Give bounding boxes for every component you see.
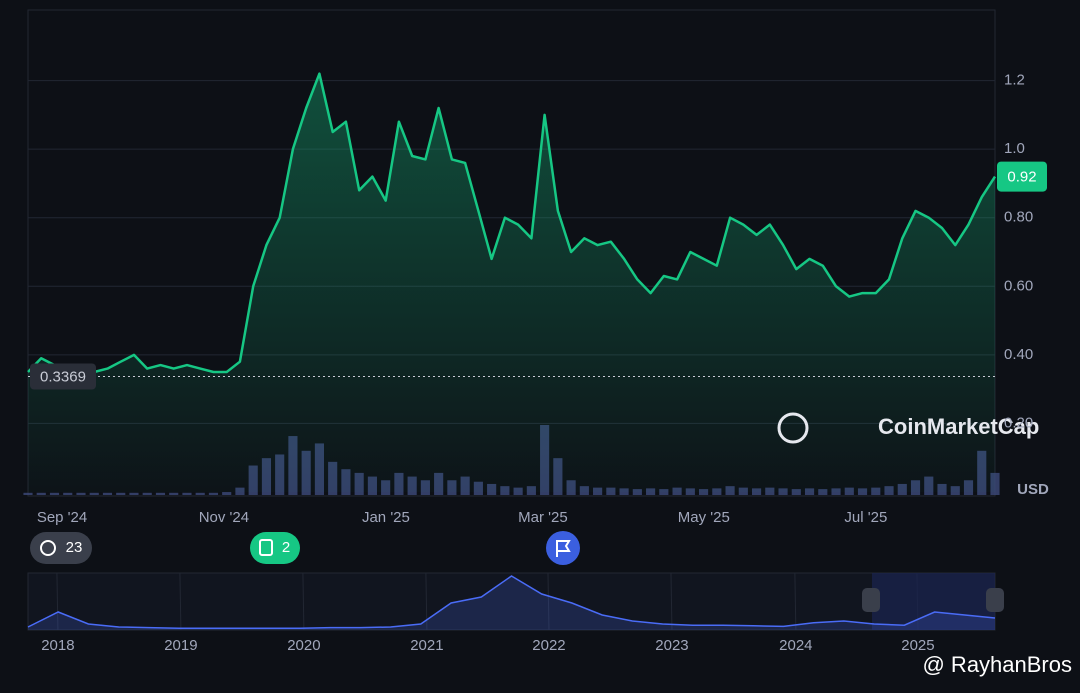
- news-badge[interactable]: [250, 532, 300, 564]
- volume-bar: [169, 492, 179, 495]
- price-area: [28, 73, 995, 492]
- volume-bar: [63, 492, 73, 495]
- y-tick-label: 1.0: [1004, 140, 1025, 157]
- reference-label: 0.3369: [40, 368, 86, 385]
- navigator-handle[interactable]: [862, 588, 880, 612]
- volume-bar: [632, 489, 642, 495]
- volume-bar: [195, 492, 205, 495]
- x-tick-label: May '25: [678, 509, 730, 526]
- badge-label: 2: [282, 539, 290, 556]
- navigator-tick-label: 2020: [287, 637, 320, 654]
- volume-bar: [49, 492, 60, 495]
- volume-bar: [208, 492, 219, 495]
- volume-bar: [129, 492, 139, 495]
- volume-bar: [659, 489, 669, 495]
- volume-bar: [116, 492, 126, 495]
- badge-label: 23: [66, 539, 83, 556]
- navigator-handle[interactable]: [986, 588, 1004, 612]
- navigator-tick-label: 2022: [532, 637, 565, 654]
- y-tick-label: 0.80: [1004, 209, 1033, 226]
- price-line: [27, 72, 997, 374]
- volume-bar: [182, 492, 192, 495]
- navigator-grid-line: [670, 572, 673, 631]
- current-price-box: [997, 161, 1047, 192]
- watermark-logo: [777, 412, 809, 444]
- navigator-tick-label: 2019: [164, 637, 197, 654]
- volume-bar: [102, 492, 113, 495]
- volume-bar: [155, 492, 166, 495]
- y-tick-label: 0.20: [1004, 414, 1033, 431]
- current-price-label: 0.92: [1007, 169, 1036, 186]
- navigator-tick-label: 2025: [901, 637, 934, 654]
- navigator-tick-label: 2018: [41, 637, 74, 654]
- volume-bar: [142, 492, 152, 495]
- reference-label-box: [30, 363, 96, 390]
- y-tick-label: 1.2: [1004, 72, 1025, 89]
- history-icon: [40, 540, 56, 556]
- volume-bar: [76, 492, 86, 495]
- navigator-window[interactable]: [872, 573, 995, 630]
- volume-bar: [36, 492, 46, 495]
- x-tick-label: Mar '25: [518, 509, 568, 526]
- navigator-tick-label: 2021: [410, 637, 443, 654]
- navigator-grid-line: [547, 572, 550, 631]
- history-badge[interactable]: [30, 532, 92, 564]
- volume-bar: [818, 489, 828, 495]
- x-tick-label: Nov '24: [199, 509, 249, 526]
- navigator-tick-label: 2023: [655, 637, 688, 654]
- y-tick-label: 0.60: [1004, 277, 1033, 294]
- event-badge[interactable]: [546, 531, 580, 565]
- axis-unit: USD: [1017, 481, 1049, 498]
- navigator-tick-label: 2024: [779, 637, 812, 654]
- navigator-grid-line: [794, 572, 797, 631]
- navigator-area: [28, 576, 995, 630]
- navigator-frame: [27, 572, 996, 631]
- volume-bar: [23, 492, 33, 495]
- navigator-grid-line: [302, 572, 305, 631]
- flag-icon: [556, 540, 571, 557]
- volume-bar: [222, 492, 232, 495]
- news-icon: [259, 539, 273, 556]
- navigator-grid-line: [179, 572, 182, 631]
- y-tick-label: 0.40: [1004, 346, 1033, 363]
- navigator-line: [27, 575, 996, 629]
- volume-bar: [791, 489, 801, 495]
- x-tick-label: Sep '24: [37, 509, 87, 526]
- x-tick-label: Jan '25: [362, 509, 410, 526]
- volume-bar: [699, 489, 709, 495]
- navigator-grid-line: [56, 572, 59, 631]
- x-tick-label: Jul '25: [844, 509, 887, 526]
- watermark: CoinMarketCap: [878, 414, 1039, 439]
- credit: @ RayhanBros: [922, 652, 1072, 677]
- volume-bar: [89, 492, 99, 495]
